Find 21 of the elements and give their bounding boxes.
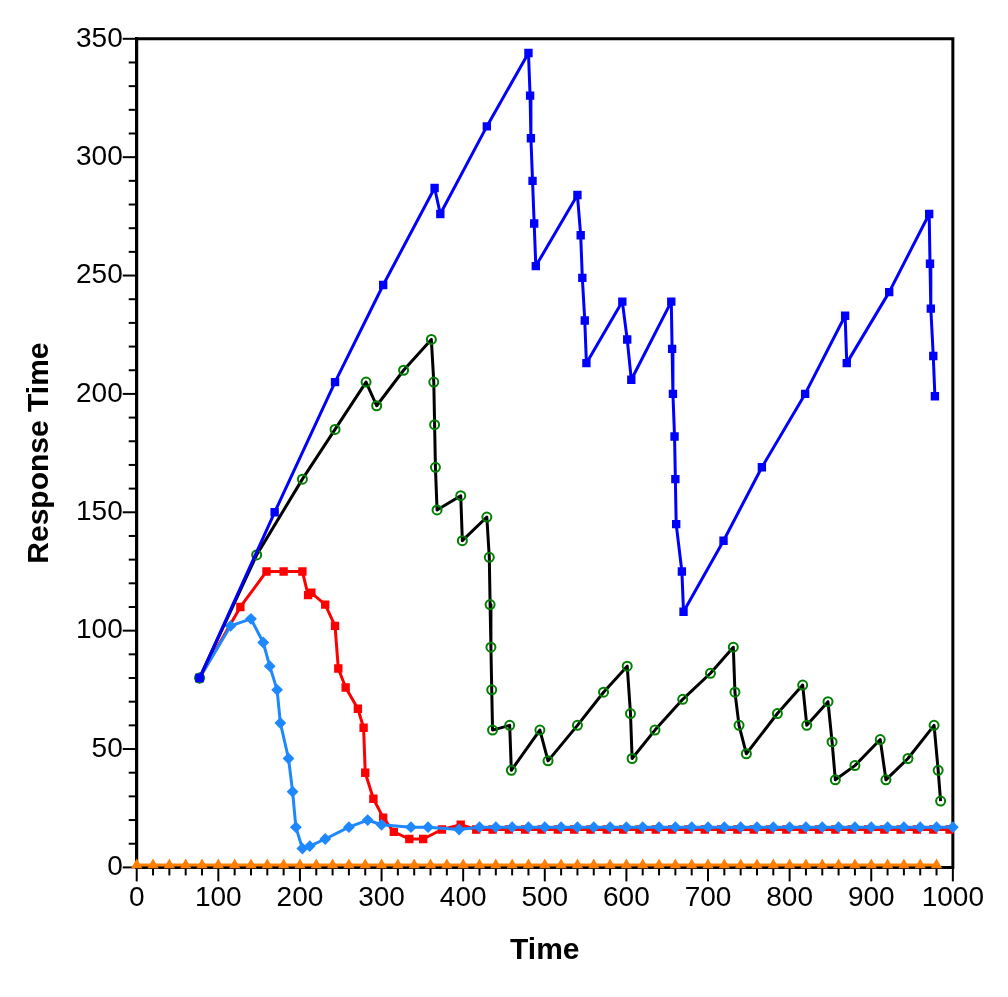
x-tick-label: 300: [358, 880, 405, 912]
x-tick-label: 200: [276, 880, 324, 912]
x-tick-label: 400: [439, 880, 487, 912]
y-tick-label: 50: [91, 731, 123, 763]
y-tick-label: 300: [76, 139, 123, 171]
x-tick-label: 600: [603, 880, 650, 912]
y-tick-label: 350: [76, 21, 123, 53]
x-axis-title: Time: [510, 932, 580, 966]
x-tick-label: 0: [128, 880, 145, 912]
x-tick-label: 100: [194, 880, 242, 912]
x-tick-label: 500: [521, 880, 569, 912]
x-tick-label: 900: [847, 880, 895, 912]
y-tick-label: 100: [76, 613, 123, 645]
x-tick-label: 700: [684, 880, 732, 912]
x-tick-label: 1000: [921, 880, 984, 912]
y-tick-label: 0: [107, 850, 123, 882]
y-tick-label: 150: [76, 495, 123, 526]
y-axis-title: Response Time: [21, 342, 55, 564]
y-tick-label: 200: [76, 376, 123, 408]
x-tick-label: 800: [766, 880, 813, 912]
y-tick-label: 250: [76, 258, 123, 290]
